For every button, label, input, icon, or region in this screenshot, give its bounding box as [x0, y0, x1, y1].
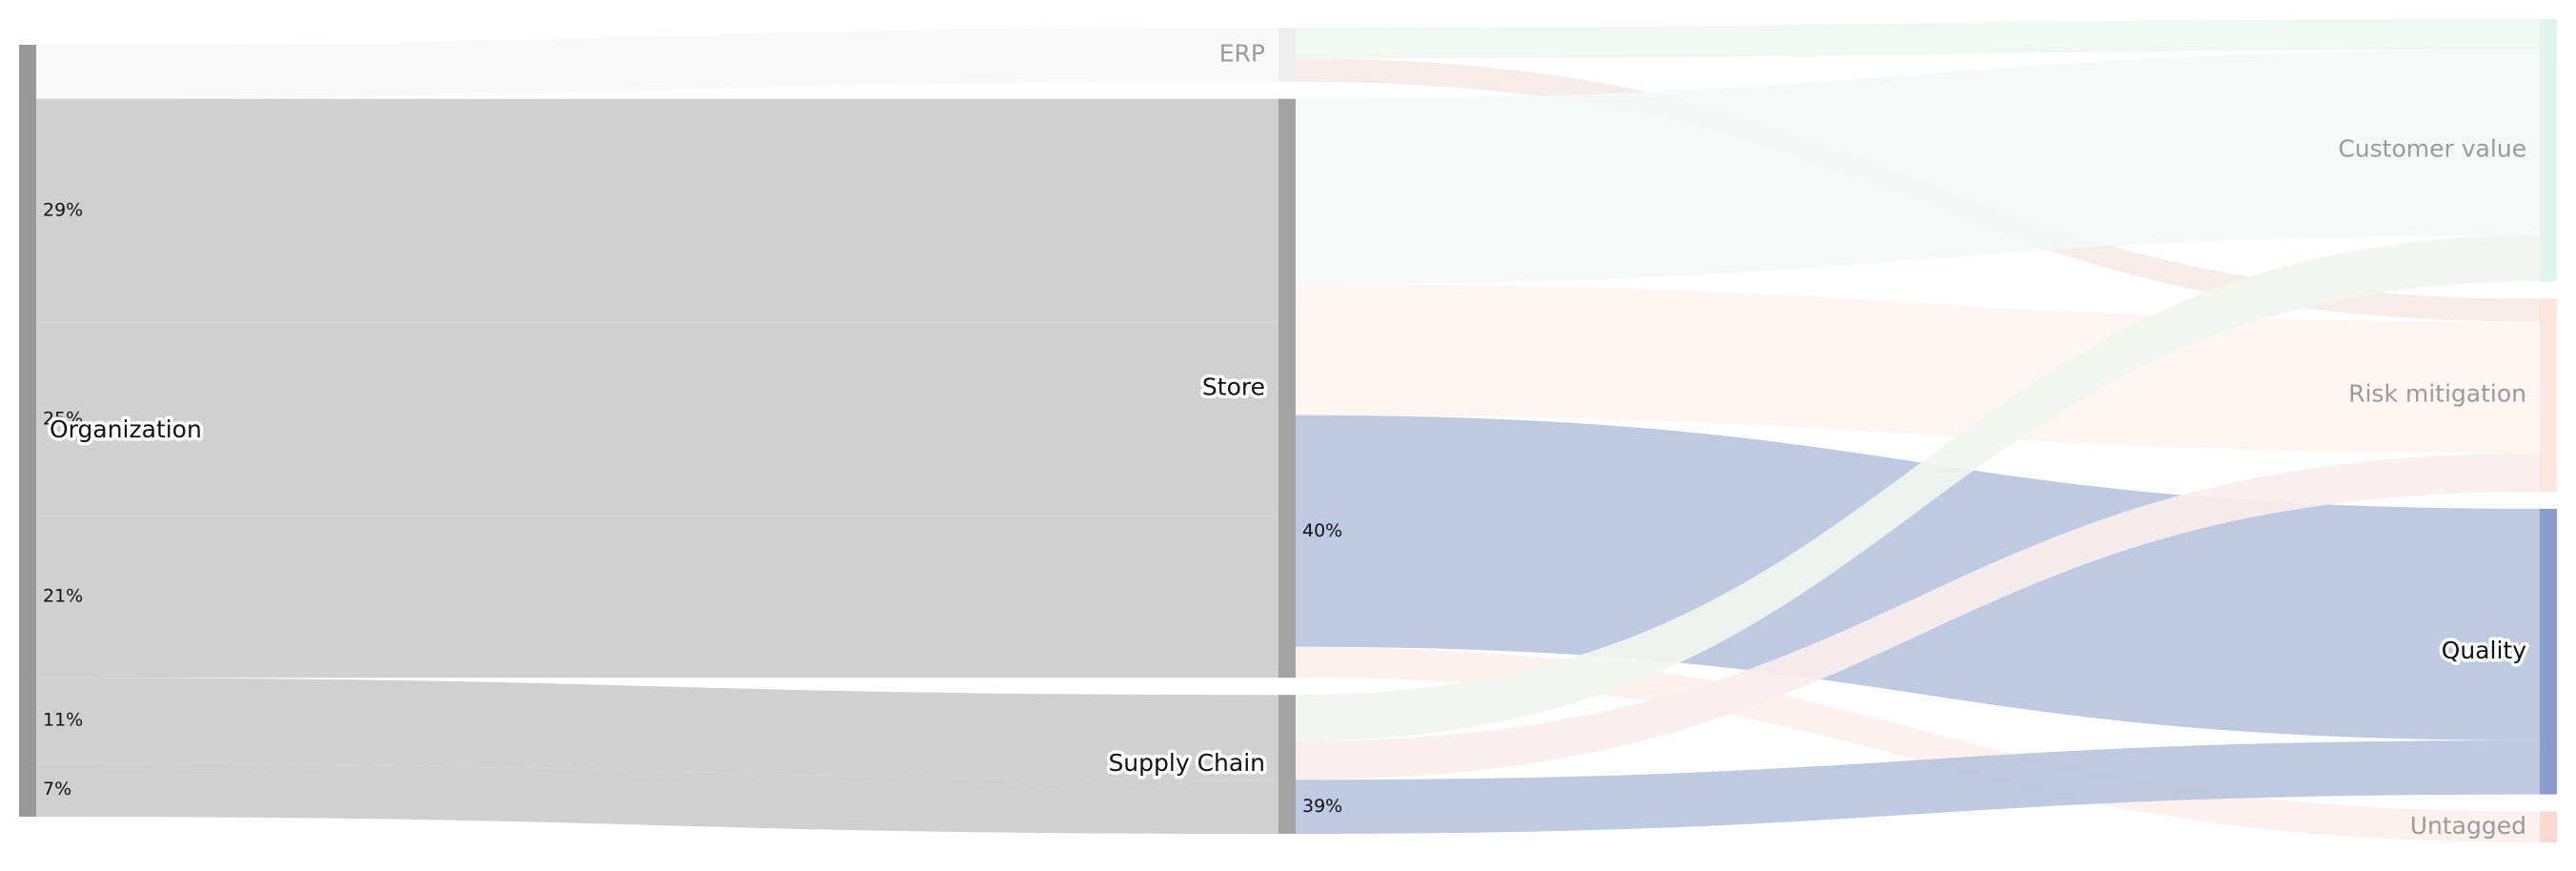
node-untagged[interactable]	[2540, 811, 2557, 842]
link-supply-to-quality	[1296, 739, 2540, 834]
node-label-store: Store	[1202, 373, 1265, 400]
link-value-label: 11%	[43, 709, 83, 730]
node-store[interactable]	[1278, 98, 1296, 679]
node-erp[interactable]	[1278, 28, 1296, 82]
links-layer	[36, 19, 2540, 842]
link-value-label: 7%	[43, 779, 71, 800]
link-supply-to-rm	[1296, 453, 2540, 780]
link-org-to-store	[36, 98, 1278, 323]
node-label-untagged: Untagged	[2410, 812, 2526, 840]
link-org-to-store	[36, 322, 1278, 517]
link-org-to-store	[36, 516, 1278, 679]
link-value-label: 40%	[1302, 520, 1342, 541]
link-store-to-quality	[1296, 415, 2540, 740]
link-value-label: 29%	[43, 200, 83, 221]
link-value-label: 21%	[43, 586, 83, 607]
node-supply-chain[interactable]	[1278, 695, 1296, 834]
link-value-label: 25%	[43, 408, 83, 429]
link-org-to-supply	[36, 762, 1278, 834]
node-label-organization: Organization	[50, 415, 202, 443]
node-label-customer-value: Customer value	[2338, 135, 2526, 163]
link-store-to-untagged	[1296, 646, 2540, 842]
node-label-quality: Quality	[2442, 637, 2527, 664]
link-org-to-supply	[36, 678, 1278, 780]
labels-layer: 29% 25% 21% 11% 7% 40% 39% Organization ERP Store…	[43, 39, 2530, 840]
node-label-risk-mitigation: Risk mitigation	[2348, 380, 2526, 408]
node-organization[interactable]	[19, 45, 36, 817]
node-risk-mitigation[interactable]	[2540, 298, 2557, 492]
link-org-to-erp	[36, 28, 1278, 99]
node-quality[interactable]	[2540, 508, 2557, 795]
link-value-label: 39%	[1302, 796, 1342, 817]
node-label-erp: ERP	[1219, 39, 1265, 67]
link-erp-to-cv	[1296, 19, 2540, 59]
link-supply-to-cv	[1296, 234, 2540, 741]
node-label-supply-chain: Supply Chain	[1108, 749, 1265, 777]
nodes-layer	[19, 19, 2557, 842]
node-customer-value[interactable]	[2540, 19, 2557, 282]
link-store-to-cv	[1296, 50, 2540, 285]
